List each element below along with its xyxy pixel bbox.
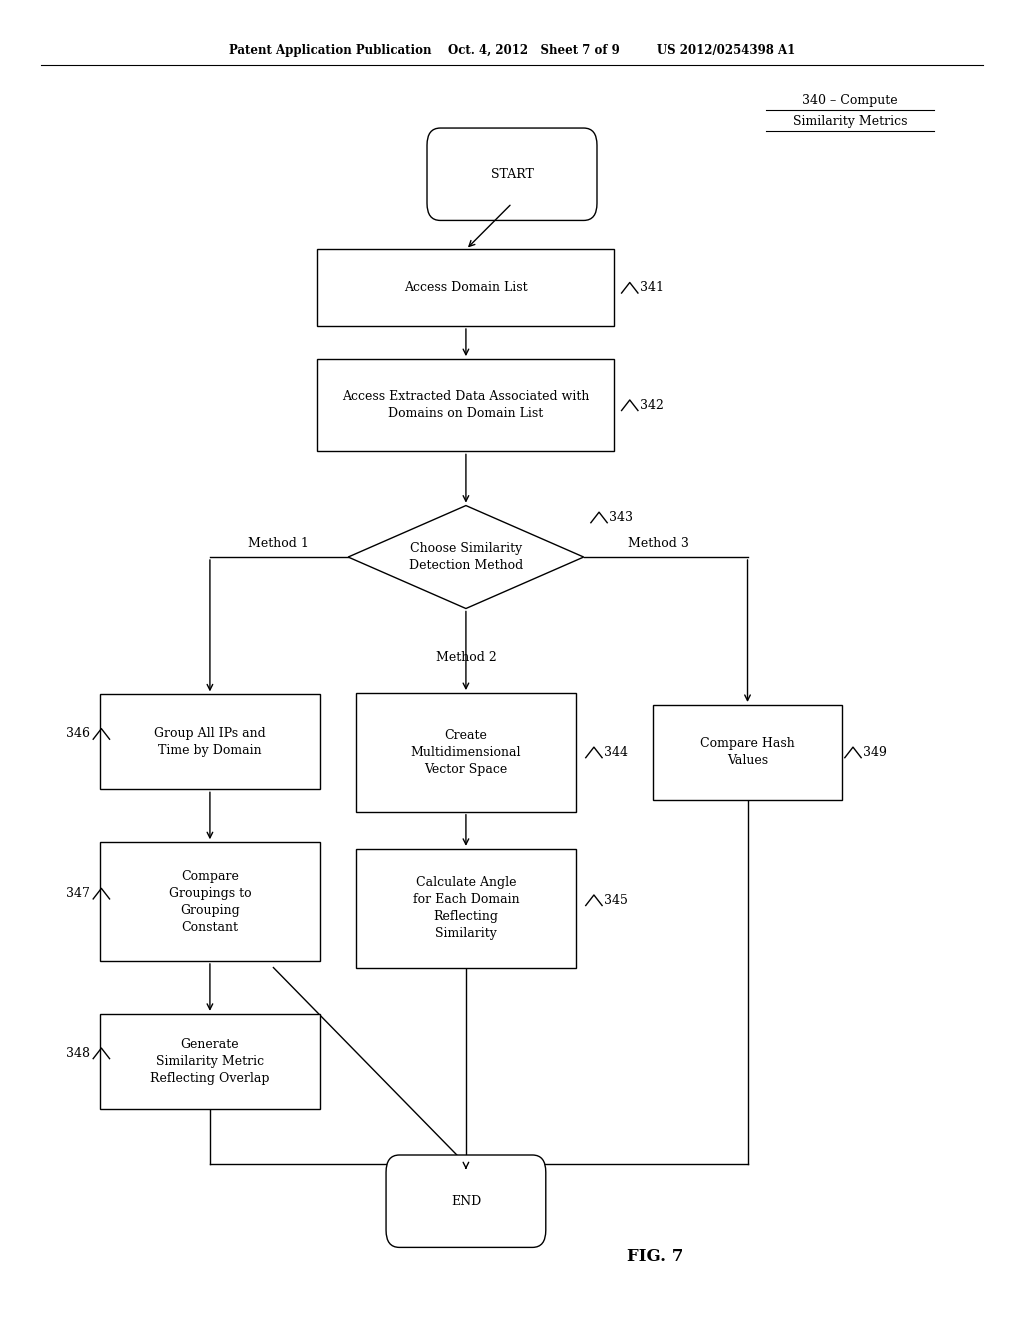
Text: Access Extracted Data Associated with
Domains on Domain List: Access Extracted Data Associated with Do…	[342, 391, 590, 420]
Text: Method 1: Method 1	[248, 537, 309, 550]
Text: Group All IPs and
Time by Domain: Group All IPs and Time by Domain	[154, 727, 266, 756]
FancyBboxPatch shape	[427, 128, 597, 220]
Text: 347: 347	[67, 887, 90, 900]
Text: 345: 345	[604, 894, 628, 907]
Text: Patent Application Publication    Oct. 4, 2012   Sheet 7 of 9         US 2012/02: Patent Application Publication Oct. 4, 2…	[229, 44, 795, 57]
Text: 340 – Compute: 340 – Compute	[802, 94, 898, 107]
Text: 348: 348	[67, 1047, 90, 1060]
Text: 349: 349	[863, 746, 887, 759]
Text: Compare Hash
Values: Compare Hash Values	[700, 738, 795, 767]
Bar	[356, 693, 575, 812]
Bar	[317, 249, 614, 326]
Polygon shape	[348, 506, 584, 609]
Text: Method 2: Method 2	[435, 651, 497, 664]
Text: 341: 341	[640, 281, 664, 294]
Text: 343: 343	[609, 511, 633, 524]
Text: 346: 346	[67, 727, 90, 741]
Text: 344: 344	[604, 746, 628, 759]
Text: START: START	[490, 168, 534, 181]
Text: 342: 342	[640, 399, 664, 412]
FancyBboxPatch shape	[386, 1155, 546, 1247]
Text: Calculate Angle
for Each Domain
Reflecting
Similarity: Calculate Angle for Each Domain Reflecti…	[413, 876, 519, 940]
Bar	[99, 842, 319, 961]
Bar	[99, 694, 319, 789]
Text: Compare
Groupings to
Grouping
Constant: Compare Groupings to Grouping Constant	[169, 870, 251, 933]
Bar	[317, 359, 614, 451]
Bar	[653, 705, 842, 800]
Bar	[356, 849, 575, 968]
Text: Create
Multidimensional
Vector Space: Create Multidimensional Vector Space	[411, 729, 521, 776]
Text: END: END	[451, 1195, 481, 1208]
Bar	[99, 1014, 319, 1109]
Text: Choose Similarity
Detection Method: Choose Similarity Detection Method	[409, 543, 523, 572]
Text: Generate
Similarity Metric
Reflecting Overlap: Generate Similarity Metric Reflecting Ov…	[151, 1038, 269, 1085]
Text: Method 3: Method 3	[628, 537, 689, 550]
Text: FIG. 7: FIG. 7	[627, 1249, 684, 1265]
Text: Similarity Metrics: Similarity Metrics	[793, 115, 907, 128]
Text: Access Domain List: Access Domain List	[404, 281, 527, 294]
